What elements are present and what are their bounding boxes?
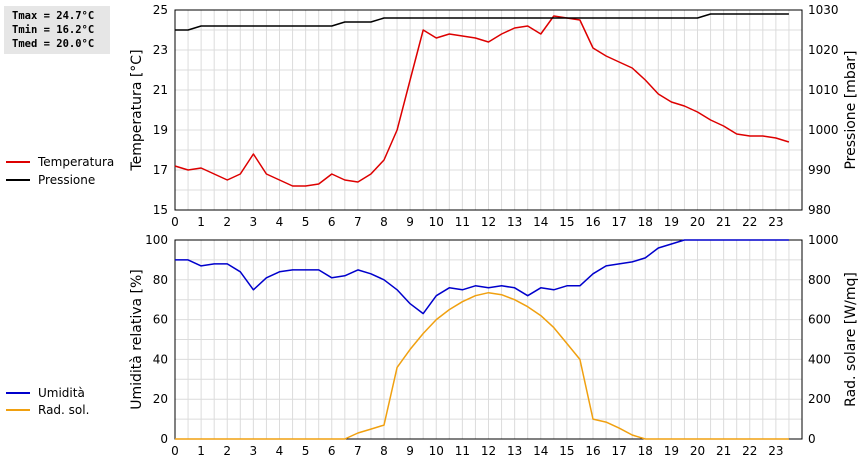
y-right-axis-label: Rad. solare [W/mq] <box>843 272 859 407</box>
x-tick-label: 1 <box>197 215 205 229</box>
x-tick-label: 20 <box>690 215 705 229</box>
x-tick-label: 19 <box>664 444 679 458</box>
x-tick-label: 5 <box>302 444 310 458</box>
tmed-text: Tmed = 20.0°C <box>12 38 95 50</box>
x-tick-label: 16 <box>585 215 600 229</box>
x-tick-label: 22 <box>742 215 757 229</box>
x-tick-label: 16 <box>585 444 600 458</box>
y-right-tick-label: 600 <box>808 313 831 327</box>
y-right-axis-label: Pressione [mbar] <box>843 50 859 169</box>
x-tick-label: 8 <box>380 444 388 458</box>
y-left-tick-label: 40 <box>153 352 168 366</box>
x-tick-label: 2 <box>223 444 231 458</box>
y-left-tick-label: 80 <box>153 273 168 287</box>
y-right-tick-label: 1010 <box>808 83 839 97</box>
x-tick-label: 23 <box>768 444 783 458</box>
y-left-axis-label: Temperatura [°C] <box>129 49 145 171</box>
x-tick-label: 13 <box>507 444 522 458</box>
y-left-tick-label: 17 <box>153 163 168 177</box>
x-tick-label: 2 <box>223 215 231 229</box>
x-tick-label: 13 <box>507 215 522 229</box>
y-right-tick-label: 980 <box>808 203 831 217</box>
y-left-tick-label: 21 <box>153 83 168 97</box>
legend-label: Rad. sol. <box>38 403 89 417</box>
y-left-tick-label: 25 <box>153 3 168 17</box>
x-tick-label: 6 <box>328 215 336 229</box>
y-right-tick-label: 800 <box>808 273 831 287</box>
x-tick-label: 3 <box>250 215 258 229</box>
x-tick-label: 20 <box>690 444 705 458</box>
x-tick-label: 15 <box>559 215 574 229</box>
x-tick-label: 1 <box>197 444 205 458</box>
y-right-tick-label: 200 <box>808 392 831 406</box>
x-tick-label: 8 <box>380 215 388 229</box>
x-tick-label: 17 <box>611 215 626 229</box>
y-right-tick-label: 1030 <box>808 3 839 17</box>
legend-label: Pressione <box>38 173 95 187</box>
panel-2 <box>6 239 803 440</box>
tmax-text: Tmax = 24.7°C <box>12 10 95 22</box>
x-tick-label: 19 <box>664 215 679 229</box>
x-tick-label: 6 <box>328 444 336 458</box>
x-tick-label: 10 <box>429 444 444 458</box>
panel-1 <box>6 9 803 211</box>
y-left-tick-label: 0 <box>160 432 168 446</box>
x-tick-label: 17 <box>611 444 626 458</box>
x-tick-label: 9 <box>406 444 414 458</box>
y-left-tick-label: 20 <box>153 392 168 406</box>
series-line-rad-sol- <box>175 291 789 440</box>
x-tick-label: 4 <box>276 444 284 458</box>
y-left-tick-label: 60 <box>153 313 168 327</box>
y-right-tick-label: 0 <box>808 432 816 446</box>
tmin-text: Tmin = 16.2°C <box>12 24 95 36</box>
x-tick-label: 9 <box>406 215 414 229</box>
series-line-temperatura <box>174 15 790 187</box>
y-right-tick-label: 1000 <box>808 233 839 247</box>
x-tick-label: 7 <box>354 215 362 229</box>
plot-frame <box>174 239 803 440</box>
y-left-tick-label: 100 <box>145 233 168 247</box>
x-tick-label: 7 <box>354 444 362 458</box>
x-tick-label: 10 <box>429 215 444 229</box>
y-left-tick-label: 15 <box>153 203 168 217</box>
x-tick-label: 21 <box>716 215 731 229</box>
legend-label: Umidità <box>38 386 85 400</box>
x-tick-label: 14 <box>533 215 548 229</box>
y-left-tick-label: 19 <box>153 123 168 137</box>
y-right-tick-label: 990 <box>808 163 831 177</box>
x-tick-label: 0 <box>171 444 179 458</box>
y-left-axis-label: Umidità relativa [%] <box>129 269 145 410</box>
x-tick-label: 14 <box>533 444 548 458</box>
x-tick-label: 12 <box>481 444 496 458</box>
x-tick-label: 18 <box>638 215 653 229</box>
x-tick-label: 22 <box>742 444 757 458</box>
y-right-tick-label: 400 <box>808 352 831 366</box>
x-tick-label: 11 <box>455 215 470 229</box>
plot-frame <box>174 9 803 211</box>
y-left-tick-label: 23 <box>153 43 168 57</box>
x-tick-label: 4 <box>276 215 284 229</box>
x-tick-label: 0 <box>171 215 179 229</box>
x-tick-label: 3 <box>250 444 258 458</box>
x-tick-label: 21 <box>716 444 731 458</box>
x-tick-label: 15 <box>559 444 574 458</box>
x-tick-label: 23 <box>768 215 783 229</box>
y-right-tick-label: 1020 <box>808 43 839 57</box>
series-line-umidit- <box>175 239 789 315</box>
series-line-pressione <box>175 13 789 31</box>
legend-label: Temperatura <box>37 155 114 169</box>
x-tick-label: 12 <box>481 215 496 229</box>
y-right-tick-label: 1000 <box>808 123 839 137</box>
stats-box: Tmax = 24.7°C Tmin = 16.2°C Tmed = 20.0°… <box>4 6 110 54</box>
x-tick-label: 5 <box>302 215 310 229</box>
x-tick-label: 18 <box>638 444 653 458</box>
x-tick-label: 11 <box>455 444 470 458</box>
